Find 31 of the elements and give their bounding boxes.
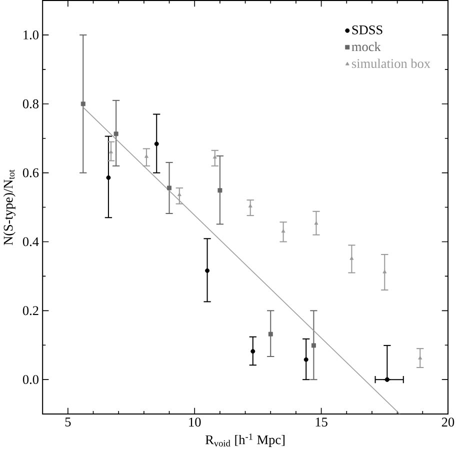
- y-tick-label: 0.2: [22, 306, 38, 315]
- point: [314, 221, 318, 225]
- point: [106, 175, 111, 180]
- point: [80, 101, 86, 106]
- y-tick-label: 0.0: [22, 374, 38, 384]
- x-tick-label: 20: [442, 417, 454, 426]
- legend-label: simulation box: [352, 58, 430, 68]
- y-tick-label: 1.0: [24, 30, 38, 40]
- point: [250, 348, 256, 354]
- point: [114, 131, 118, 136]
- legend-label: SDSS: [352, 25, 382, 34]
- point: [304, 357, 308, 362]
- y-tick-label: 0.6: [22, 168, 39, 178]
- point: [268, 332, 273, 336]
- y-tick-label: 0.8: [22, 99, 38, 108]
- point: [218, 188, 222, 192]
- point: [205, 268, 210, 273]
- y-axis-title: N(S-type)/N$_{tot}$: [3, 169, 16, 245]
- point: [154, 141, 159, 146]
- point: [248, 204, 252, 208]
- x-tick-label: 15: [316, 417, 328, 426]
- point: [350, 256, 354, 260]
- point: [418, 356, 422, 360]
- x-axis-title: R$_{void}$ [h$^{-1}$ Mpc]: [205, 433, 284, 447]
- point: [311, 343, 316, 348]
- point: [167, 186, 172, 190]
- legend-label: mock: [352, 42, 381, 52]
- x-tick-label: 5: [65, 417, 71, 426]
- x-tick-label: 10: [189, 417, 201, 426]
- y-tick-label: 0.4: [22, 237, 39, 246]
- point: [382, 270, 387, 274]
